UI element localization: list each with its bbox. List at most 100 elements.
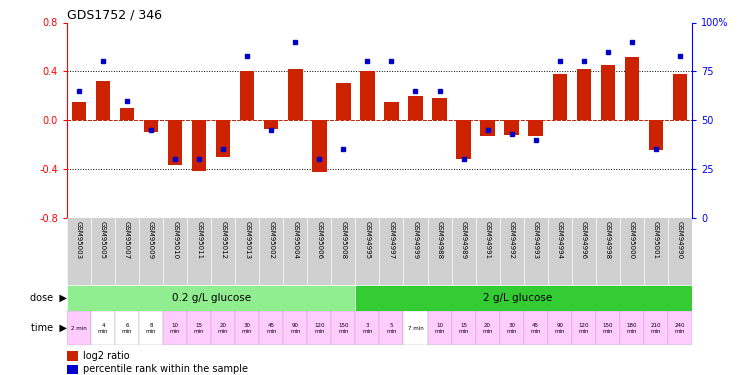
Bar: [668, 311, 692, 345]
Bar: [571, 311, 596, 345]
Text: GSM95002: GSM95002: [269, 221, 275, 259]
Text: GSM94998: GSM94998: [605, 221, 611, 259]
Text: GSM95003: GSM95003: [76, 221, 82, 259]
Bar: [91, 311, 115, 345]
Text: GSM95001: GSM95001: [653, 221, 659, 259]
Bar: [144, 120, 158, 132]
Bar: [96, 81, 110, 120]
Bar: [312, 120, 327, 172]
Bar: [307, 311, 331, 345]
Text: 7 min: 7 min: [408, 326, 423, 331]
Text: GSM95013: GSM95013: [244, 221, 250, 259]
Text: GSM94999: GSM94999: [412, 221, 418, 259]
Text: GSM94991: GSM94991: [484, 221, 490, 259]
Bar: [625, 57, 639, 120]
Bar: [577, 69, 591, 120]
Bar: [432, 98, 446, 120]
Text: GSM94995: GSM94995: [365, 221, 371, 259]
Text: 20
min: 20 min: [218, 323, 228, 333]
Text: GSM94988: GSM94988: [437, 221, 443, 259]
Text: 240
min: 240 min: [675, 323, 685, 333]
Bar: [71, 102, 86, 120]
Text: 6
min: 6 min: [122, 323, 132, 333]
Text: 8
min: 8 min: [146, 323, 156, 333]
Text: time  ▶: time ▶: [31, 323, 67, 333]
Bar: [644, 311, 668, 345]
Text: 20
min: 20 min: [482, 323, 493, 333]
Text: GSM94990: GSM94990: [677, 221, 683, 259]
Text: 45
min: 45 min: [266, 323, 277, 333]
Bar: [481, 120, 495, 136]
Bar: [288, 69, 303, 120]
Text: GSM95006: GSM95006: [316, 221, 322, 259]
Bar: [500, 311, 524, 345]
Text: GSM94992: GSM94992: [509, 221, 515, 259]
Text: GSM95000: GSM95000: [629, 221, 635, 259]
Text: GSM95011: GSM95011: [196, 221, 202, 259]
Bar: [67, 285, 356, 311]
Text: 10
min: 10 min: [170, 323, 180, 333]
Text: 180
min: 180 min: [626, 323, 637, 333]
Bar: [115, 311, 139, 345]
Text: percentile rank within the sample: percentile rank within the sample: [83, 364, 248, 374]
Bar: [356, 311, 379, 345]
Bar: [216, 120, 231, 157]
Bar: [259, 311, 283, 345]
Text: 210
min: 210 min: [650, 323, 661, 333]
Bar: [620, 311, 644, 345]
Text: GSM95008: GSM95008: [341, 221, 347, 259]
Text: GSM94993: GSM94993: [533, 221, 539, 259]
Text: 3
min: 3 min: [362, 323, 373, 333]
Bar: [211, 311, 235, 345]
Bar: [428, 311, 452, 345]
Text: 45
min: 45 min: [530, 323, 541, 333]
Bar: [548, 311, 571, 345]
Bar: [456, 120, 471, 159]
Text: 2 g/L glucose: 2 g/L glucose: [483, 293, 552, 303]
Bar: [596, 311, 620, 345]
Text: GDS1752 / 346: GDS1752 / 346: [67, 8, 162, 21]
Bar: [403, 311, 428, 345]
Bar: [673, 74, 687, 120]
Text: 15
min: 15 min: [458, 323, 469, 333]
Text: GSM95005: GSM95005: [100, 221, 106, 259]
Bar: [384, 102, 399, 120]
Bar: [168, 120, 182, 165]
Text: 120
min: 120 min: [579, 323, 589, 333]
Text: 90
min: 90 min: [290, 323, 301, 333]
Bar: [600, 65, 615, 120]
Text: 15
min: 15 min: [194, 323, 205, 333]
Bar: [67, 311, 91, 345]
Bar: [163, 311, 187, 345]
Text: 4
min: 4 min: [97, 323, 109, 333]
Text: GSM94989: GSM94989: [461, 221, 466, 259]
Text: 0.2 g/L glucose: 0.2 g/L glucose: [172, 293, 251, 303]
Text: GSM95004: GSM95004: [292, 221, 298, 259]
Bar: [235, 311, 259, 345]
Text: 2 min: 2 min: [71, 326, 87, 331]
Text: dose  ▶: dose ▶: [30, 293, 67, 303]
Text: 120
min: 120 min: [314, 323, 324, 333]
Bar: [336, 84, 350, 120]
Text: 90
min: 90 min: [554, 323, 565, 333]
Text: 30
min: 30 min: [242, 323, 252, 333]
Text: log2 ratio: log2 ratio: [83, 351, 129, 361]
Bar: [649, 120, 663, 150]
Text: 5
min: 5 min: [386, 323, 397, 333]
Text: GSM95009: GSM95009: [148, 221, 154, 259]
Bar: [356, 285, 692, 311]
Text: 150
min: 150 min: [338, 323, 349, 333]
Bar: [504, 120, 519, 135]
Bar: [240, 71, 254, 120]
Text: 150
min: 150 min: [603, 323, 613, 333]
Text: GSM94994: GSM94994: [557, 221, 562, 259]
Text: GSM94997: GSM94997: [388, 221, 394, 259]
Bar: [139, 311, 163, 345]
Bar: [192, 120, 206, 171]
Bar: [331, 311, 356, 345]
Bar: [408, 96, 423, 120]
Text: GSM94996: GSM94996: [581, 221, 587, 259]
Bar: [120, 108, 134, 120]
Bar: [524, 311, 548, 345]
Text: GSM95007: GSM95007: [124, 221, 130, 259]
